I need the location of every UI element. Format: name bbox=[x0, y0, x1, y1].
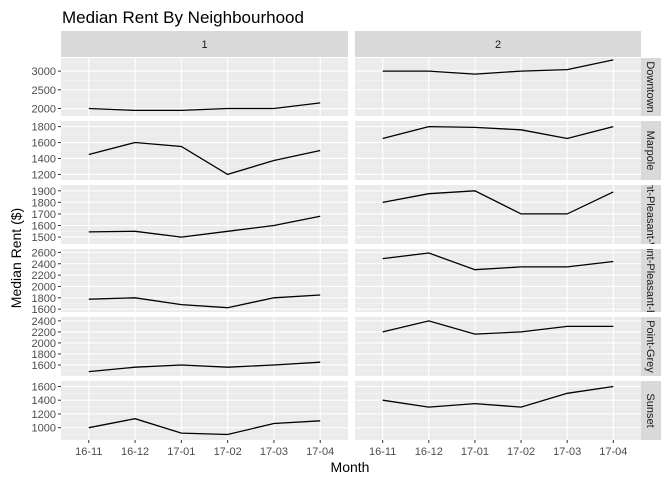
panel-background bbox=[61, 185, 348, 244]
y-tick-label: 1800 bbox=[32, 122, 56, 134]
row-strip bbox=[641, 317, 661, 376]
x-tick-label: 17-03 bbox=[260, 446, 288, 458]
row-strip-label: Point-Grey bbox=[644, 320, 656, 373]
y-tick-label: 1800 bbox=[32, 349, 56, 361]
panel-background bbox=[61, 58, 348, 116]
x-axis-title: Month bbox=[331, 459, 370, 475]
y-tick-label: 1500 bbox=[32, 232, 56, 244]
column-strip-label: 2 bbox=[495, 39, 501, 51]
panel-background bbox=[355, 381, 641, 440]
row-strip bbox=[641, 58, 661, 116]
column-strip-label: 1 bbox=[201, 39, 207, 51]
y-tick-label: 3000 bbox=[32, 66, 56, 78]
series-line bbox=[382, 190, 614, 215]
y-tick-label: 1800 bbox=[32, 293, 56, 305]
series-line bbox=[88, 361, 321, 373]
panel-background bbox=[61, 317, 348, 376]
y-tick-label: 2000 bbox=[32, 338, 56, 350]
y-tick-label: 1600 bbox=[32, 304, 56, 316]
row-strip-label: Mount-Pleasant-West bbox=[644, 162, 656, 268]
x-tick-label: 16-11 bbox=[75, 446, 102, 458]
y-tick-label: 1700 bbox=[32, 209, 56, 221]
series-line bbox=[382, 320, 614, 335]
series-line bbox=[382, 385, 614, 408]
y-axis-title: Median Rent ($) bbox=[8, 208, 24, 308]
panel-background bbox=[355, 185, 641, 244]
y-tick-label: 1400 bbox=[32, 395, 56, 407]
series-line bbox=[88, 215, 321, 238]
chart-title: Median Rent By Neighbourhood bbox=[62, 8, 304, 27]
y-tick-label: 2000 bbox=[32, 104, 56, 116]
series-line bbox=[88, 102, 321, 112]
y-tick-label: 1800 bbox=[32, 197, 56, 209]
y-tick-label: 2600 bbox=[32, 247, 56, 259]
y-tick-label: 2000 bbox=[32, 281, 56, 293]
x-tick-label: 17-03 bbox=[553, 446, 581, 458]
y-tick-label: 2200 bbox=[32, 327, 56, 339]
y-tick-label: 1000 bbox=[32, 423, 56, 435]
row-strip bbox=[641, 381, 661, 440]
y-tick-label: 1600 bbox=[32, 138, 56, 150]
x-tick-label: 17-02 bbox=[507, 446, 535, 458]
x-tick-label: 17-04 bbox=[599, 446, 627, 458]
x-tick-label: 17-01 bbox=[461, 446, 489, 458]
row-strip bbox=[641, 249, 661, 312]
row-strip-label: Downtown bbox=[644, 61, 656, 112]
column-strip bbox=[355, 31, 641, 57]
x-tick-label: 17-01 bbox=[167, 446, 195, 458]
panel-background bbox=[355, 58, 641, 116]
row-strip bbox=[641, 121, 661, 180]
panel-background bbox=[61, 381, 348, 440]
row-strip-label: Mount-Pleasant-East bbox=[644, 229, 656, 332]
y-tick-label: 2500 bbox=[32, 85, 56, 97]
x-tick-label: 16-12 bbox=[121, 446, 149, 458]
y-tick-label: 1600 bbox=[32, 220, 56, 232]
row-strip-label: Sunset bbox=[644, 393, 656, 427]
series-line bbox=[88, 141, 321, 176]
series-line bbox=[88, 418, 321, 436]
y-tick-label: 2400 bbox=[32, 316, 56, 328]
series-line bbox=[382, 59, 614, 75]
y-tick-label: 1400 bbox=[32, 153, 56, 165]
column-strip bbox=[61, 31, 348, 57]
series-line bbox=[382, 252, 614, 271]
y-tick-label: 1900 bbox=[32, 186, 56, 198]
y-tick-label: 1200 bbox=[32, 409, 56, 421]
y-tick-label: 2400 bbox=[32, 259, 56, 271]
y-tick-label: 2200 bbox=[32, 270, 56, 282]
x-tick-label: 16-11 bbox=[369, 446, 396, 458]
x-tick-label: 16-12 bbox=[415, 446, 443, 458]
row-strip-label: Marpole bbox=[644, 131, 656, 171]
x-tick-label: 17-02 bbox=[214, 446, 242, 458]
y-tick-label: 1200 bbox=[32, 169, 56, 181]
series-line bbox=[382, 125, 614, 140]
y-tick-label: 1600 bbox=[32, 381, 56, 393]
x-tick-label: 17-04 bbox=[306, 446, 334, 458]
row-strip bbox=[641, 185, 661, 244]
series-line bbox=[88, 294, 321, 309]
y-tick-label: 1600 bbox=[32, 360, 56, 372]
